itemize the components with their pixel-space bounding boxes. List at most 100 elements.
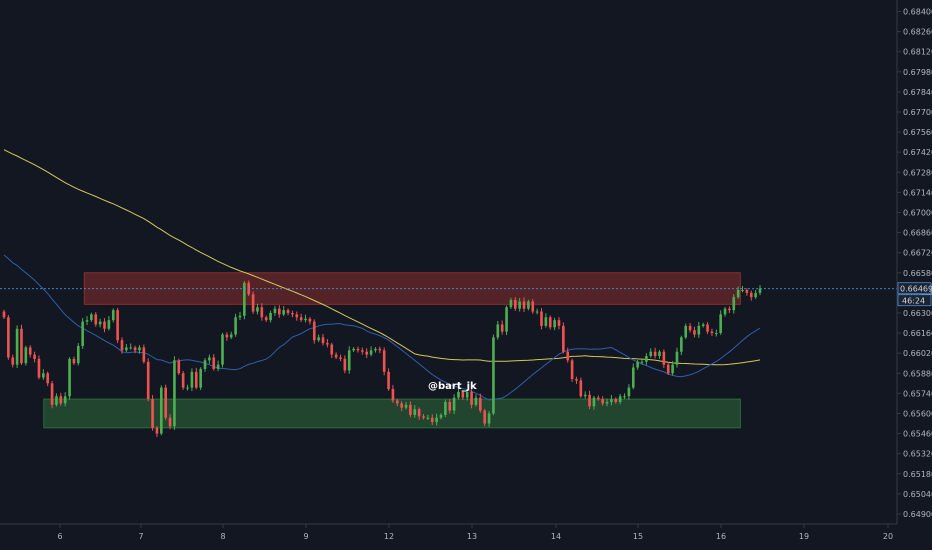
candle-body bbox=[531, 301, 535, 312]
candle-body bbox=[339, 357, 342, 359]
candle-body bbox=[347, 350, 351, 371]
candle-body bbox=[479, 397, 482, 411]
candle-body bbox=[120, 340, 124, 351]
candle-body bbox=[277, 308, 281, 315]
candle-body bbox=[736, 289, 740, 298]
candle-body bbox=[500, 324, 504, 332]
candle-body bbox=[343, 358, 347, 371]
candle-body bbox=[208, 357, 211, 361]
candle-body bbox=[601, 399, 604, 404]
candle-body bbox=[173, 360, 176, 427]
candle-body bbox=[413, 409, 417, 415]
candle-body bbox=[116, 310, 119, 341]
candle-body bbox=[378, 348, 382, 351]
candle-body bbox=[697, 325, 701, 335]
x-tick-label: 14 bbox=[551, 532, 561, 541]
candle-body bbox=[151, 399, 154, 428]
candle-body bbox=[653, 351, 657, 357]
candle-body bbox=[583, 394, 587, 397]
candle-body bbox=[321, 337, 325, 344]
moving-average-long-line bbox=[3, 149, 761, 366]
support-zone bbox=[43, 398, 741, 429]
candle-body bbox=[457, 391, 460, 398]
candle-body bbox=[701, 324, 705, 326]
candle-body bbox=[15, 328, 19, 365]
candle-body bbox=[11, 357, 15, 365]
candle-body bbox=[400, 403, 403, 408]
candle-body bbox=[553, 320, 556, 328]
axes-layer bbox=[0, 0, 898, 525]
candle-body bbox=[540, 311, 543, 326]
candle-body bbox=[631, 367, 635, 388]
candle-body bbox=[42, 373, 45, 378]
candle-body bbox=[649, 351, 653, 357]
candle-body bbox=[422, 416, 425, 418]
candle-body bbox=[133, 347, 137, 351]
countdown-tag-bg bbox=[897, 294, 932, 307]
candle-body bbox=[693, 330, 696, 335]
candle-body bbox=[592, 397, 596, 407]
candle-body bbox=[181, 373, 185, 388]
candle-body bbox=[448, 401, 452, 411]
last-price-tag: 0.66469 46:24 bbox=[897, 282, 932, 307]
candle-body bbox=[229, 334, 233, 338]
candle-body bbox=[610, 399, 613, 402]
candle-body bbox=[129, 347, 133, 349]
candle-body bbox=[103, 321, 106, 329]
candle-body bbox=[382, 350, 386, 372]
x-tick-label: 8 bbox=[220, 532, 225, 541]
candle-body bbox=[666, 364, 670, 374]
candle-body bbox=[728, 308, 731, 311]
candle-body bbox=[680, 337, 683, 352]
candle-body bbox=[312, 321, 316, 341]
candle-body bbox=[645, 356, 648, 362]
candle-body bbox=[496, 324, 500, 338]
candle-body bbox=[24, 347, 28, 364]
candle-body bbox=[291, 312, 294, 315]
candle-body bbox=[754, 292, 757, 298]
candle-body bbox=[317, 337, 320, 341]
candle-body bbox=[199, 368, 202, 388]
candle-body bbox=[439, 414, 443, 418]
candle-body bbox=[387, 371, 390, 390]
candle-body bbox=[76, 345, 80, 364]
candle-body bbox=[330, 344, 334, 355]
candle-body bbox=[395, 400, 399, 404]
candle-body bbox=[723, 308, 727, 315]
candle-body bbox=[566, 351, 570, 361]
candle-body bbox=[146, 361, 150, 400]
candle-body bbox=[605, 401, 609, 404]
candle-body bbox=[732, 297, 736, 311]
last-price-value: 0.66469 bbox=[900, 285, 932, 294]
countdown-value: 46:24 bbox=[902, 297, 925, 306]
candle-body bbox=[63, 396, 67, 404]
candle-body bbox=[758, 288, 762, 293]
candle-body bbox=[719, 314, 722, 334]
candle-body bbox=[164, 387, 167, 418]
candle-body bbox=[461, 391, 465, 398]
x-tick-label: 6 bbox=[57, 532, 62, 541]
candle-body bbox=[2, 311, 6, 318]
watermark: @bart_jk bbox=[428, 381, 477, 392]
candle-body bbox=[190, 371, 194, 388]
candle-body bbox=[304, 318, 307, 321]
candle-body bbox=[356, 348, 360, 351]
candle-body bbox=[465, 391, 469, 398]
candle-body bbox=[548, 317, 552, 328]
candle-body bbox=[426, 417, 430, 419]
candle-body bbox=[269, 312, 272, 321]
